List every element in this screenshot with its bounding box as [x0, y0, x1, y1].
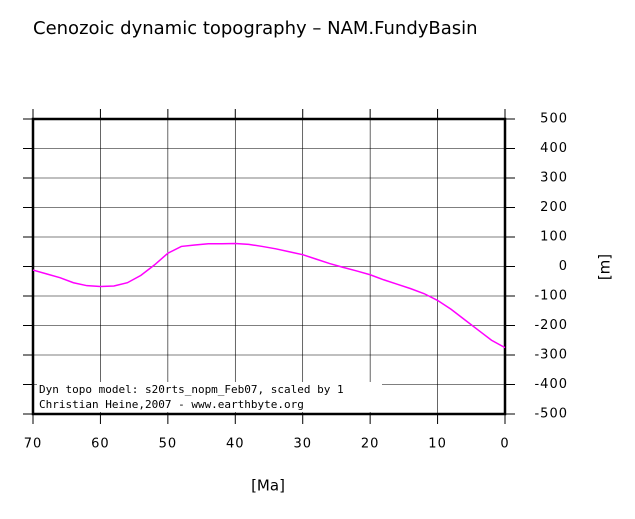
y-tick-label: 400 [540, 141, 568, 156]
y-tick-label: -400 [534, 377, 568, 392]
x-tick-label: 20 [361, 437, 380, 452]
y-tick-label: 100 [540, 230, 568, 245]
y-axis-label: [m] [596, 254, 614, 280]
x-tick-label: 40 [226, 437, 245, 452]
x-tick-label: 60 [91, 437, 110, 452]
y-tick-label: -200 [534, 318, 568, 333]
annotation: Christian Heine,2007 - www.earthbyte.org [39, 398, 304, 411]
x-tick-label: 10 [428, 437, 447, 452]
data-line [32, 242, 506, 349]
x-tick-label: 0 [500, 437, 509, 452]
annotation: Dyn topo model: s20rts_nopm_Feb07, scale… [39, 383, 344, 396]
x-tick-label: 30 [293, 437, 312, 452]
y-tick-label: -300 [534, 348, 568, 363]
y-tick-label: -500 [534, 407, 568, 422]
y-tick-label: 0 [559, 259, 568, 274]
y-tick-label: 200 [540, 200, 568, 215]
y-tick-label: 300 [540, 171, 568, 186]
y-tick-label: -100 [534, 289, 568, 304]
x-axis-label: [Ma] [251, 477, 285, 495]
x-tick-label: 50 [159, 437, 178, 452]
plot-frame [31, 117, 507, 416]
annotation-box [37, 382, 382, 412]
y-tick-label: 500 [540, 112, 568, 127]
chart-title: Cenozoic dynamic topography – NAM.FundyB… [33, 18, 478, 39]
x-tick-label: 70 [24, 437, 43, 452]
